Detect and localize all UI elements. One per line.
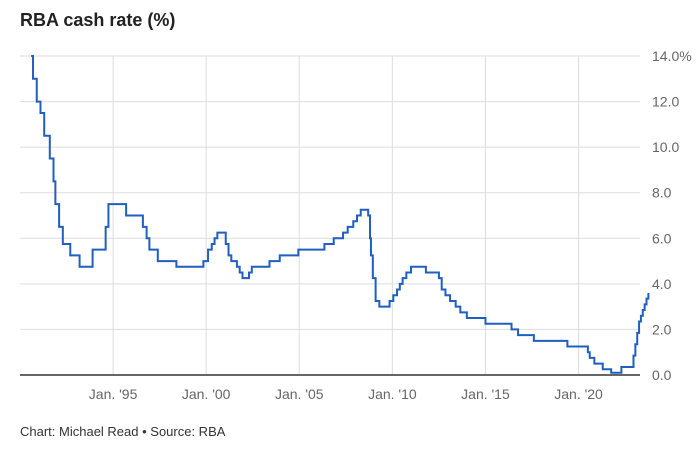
label-layer: 0.0 2.0 4.0 6.0 8.0 10.0 12.0 14.0% Jan. '95 Jan.…	[89, 48, 692, 402]
chart-title: RBA cash rate (%)	[20, 10, 176, 30]
x-tick-label: Jan. '20	[554, 386, 603, 402]
y-tick-label: 6.0	[652, 230, 672, 246]
series-layer	[31, 55, 650, 374]
y-tick-label: 14.0%	[652, 48, 692, 64]
x-tick-label: Jan. '00	[182, 386, 231, 402]
x-tick-label: Jan. '05	[275, 386, 324, 402]
y-tick-label: 2.0	[652, 321, 672, 337]
series-line-cash-rate	[31, 55, 650, 374]
x-tick-label: Jan. '10	[368, 386, 417, 402]
y-tick-label: 0.0	[652, 367, 672, 383]
y-tick-label: 4.0	[652, 276, 672, 292]
y-tick-label: 12.0	[652, 94, 679, 110]
y-tick-label: 8.0	[652, 185, 672, 201]
y-tick-label: 10.0	[652, 139, 679, 155]
grid-layer	[20, 55, 640, 375]
x-tick-label: Jan. '95	[89, 386, 138, 402]
chart-footer: Chart: Michael Read • Source: RBA	[20, 424, 226, 439]
x-tick-label: Jan. '15	[461, 386, 510, 402]
